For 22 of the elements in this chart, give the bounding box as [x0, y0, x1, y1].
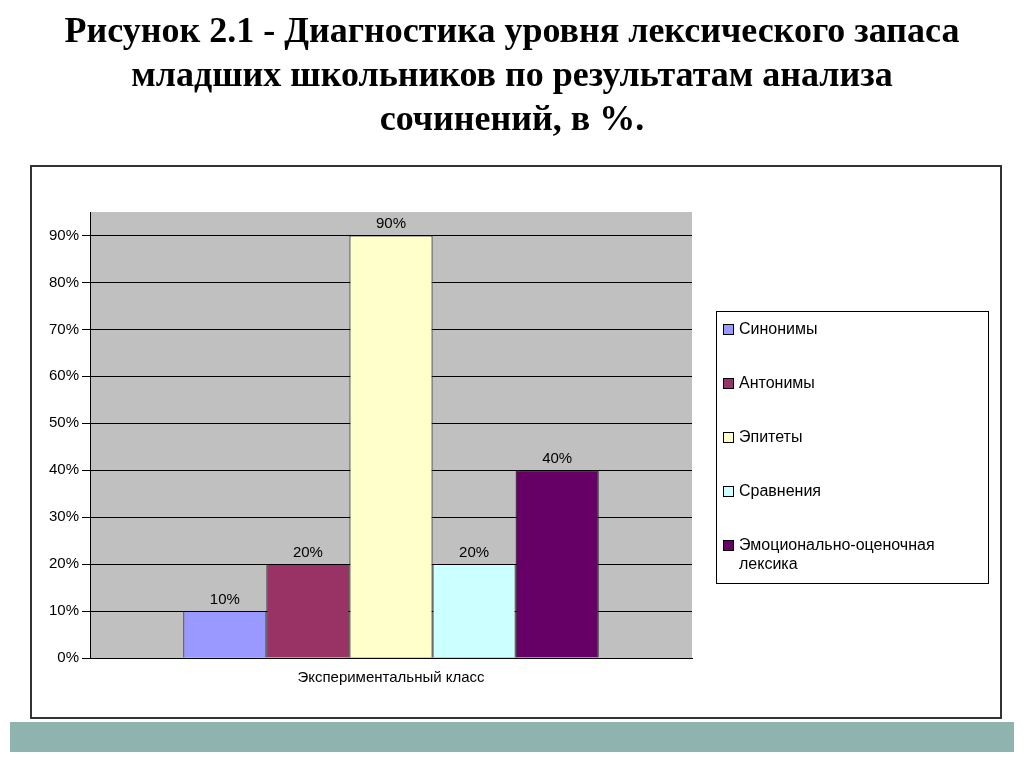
legend-label: Эмоционально-оценочная лексика [739, 535, 936, 573]
data-label: 10% [209, 589, 240, 607]
y-tick-label: 70% [48, 319, 80, 337]
y-tick-label: 80% [48, 272, 80, 290]
legend-label: Синонимы [739, 319, 818, 338]
x-tick-label: Экспериментальный класс [297, 668, 486, 686]
data-label: 20% [459, 542, 490, 560]
y-tick-label: 30% [48, 507, 80, 525]
chart-title: Рисунок 2.1 - Диагностика уровня лексического запаса младших школьников по результатам анализа сочинений, в %. [63, 9, 961, 140]
data-label: 90% [376, 214, 407, 232]
y-tick-label: 10% [48, 601, 80, 619]
data-label: 20% [292, 542, 323, 560]
y-tick-label: 90% [48, 225, 80, 243]
legend-label: Эпитеты [739, 427, 803, 446]
y-tick-label: 0% [57, 648, 80, 666]
y-tick-label: 20% [48, 554, 80, 572]
y-tick-label: 50% [48, 413, 80, 431]
legend-label: Сравнения [739, 481, 822, 500]
y-tick-label: 60% [48, 366, 80, 384]
data-label: 40% [542, 448, 573, 466]
y-tick-label: 40% [48, 460, 80, 478]
legend-label: Антонимы [739, 373, 815, 392]
